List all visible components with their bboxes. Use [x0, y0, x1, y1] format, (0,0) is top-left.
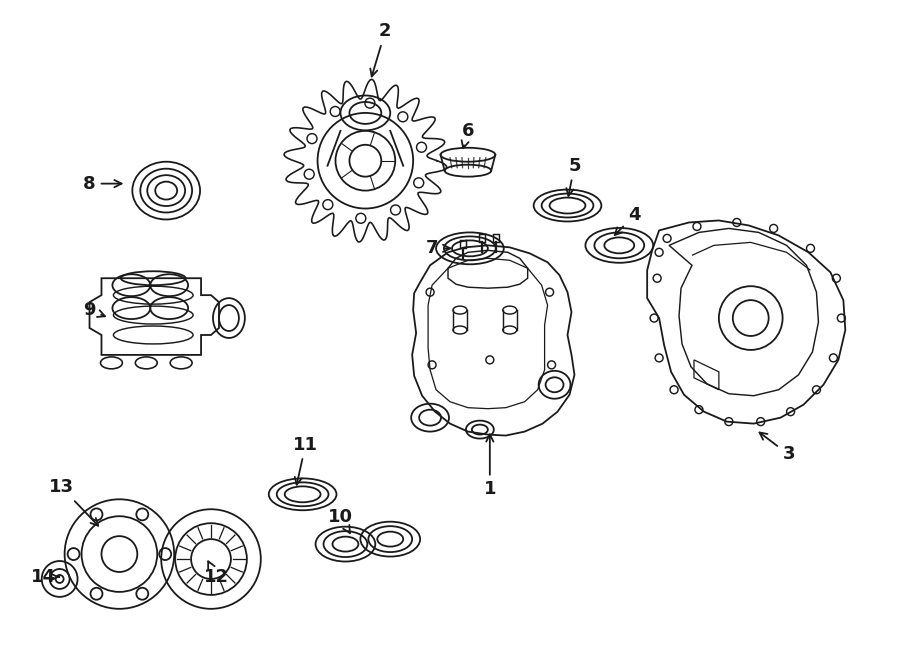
Text: 4: 4	[615, 207, 641, 235]
Text: 2: 2	[370, 23, 392, 76]
Text: 12: 12	[203, 561, 229, 586]
Bar	[460, 240, 466, 248]
Text: 3: 3	[760, 432, 795, 463]
Text: 1: 1	[483, 434, 496, 498]
Text: 11: 11	[293, 436, 318, 485]
Text: 13: 13	[50, 479, 98, 526]
Text: 14: 14	[32, 568, 59, 586]
Text: 5: 5	[566, 157, 580, 196]
Text: 10: 10	[328, 508, 353, 533]
Bar	[479, 234, 485, 242]
Text: 8: 8	[83, 175, 122, 193]
Text: 6: 6	[462, 122, 474, 148]
Bar	[493, 234, 499, 242]
Text: 7: 7	[426, 240, 450, 258]
Text: 9: 9	[84, 301, 105, 319]
